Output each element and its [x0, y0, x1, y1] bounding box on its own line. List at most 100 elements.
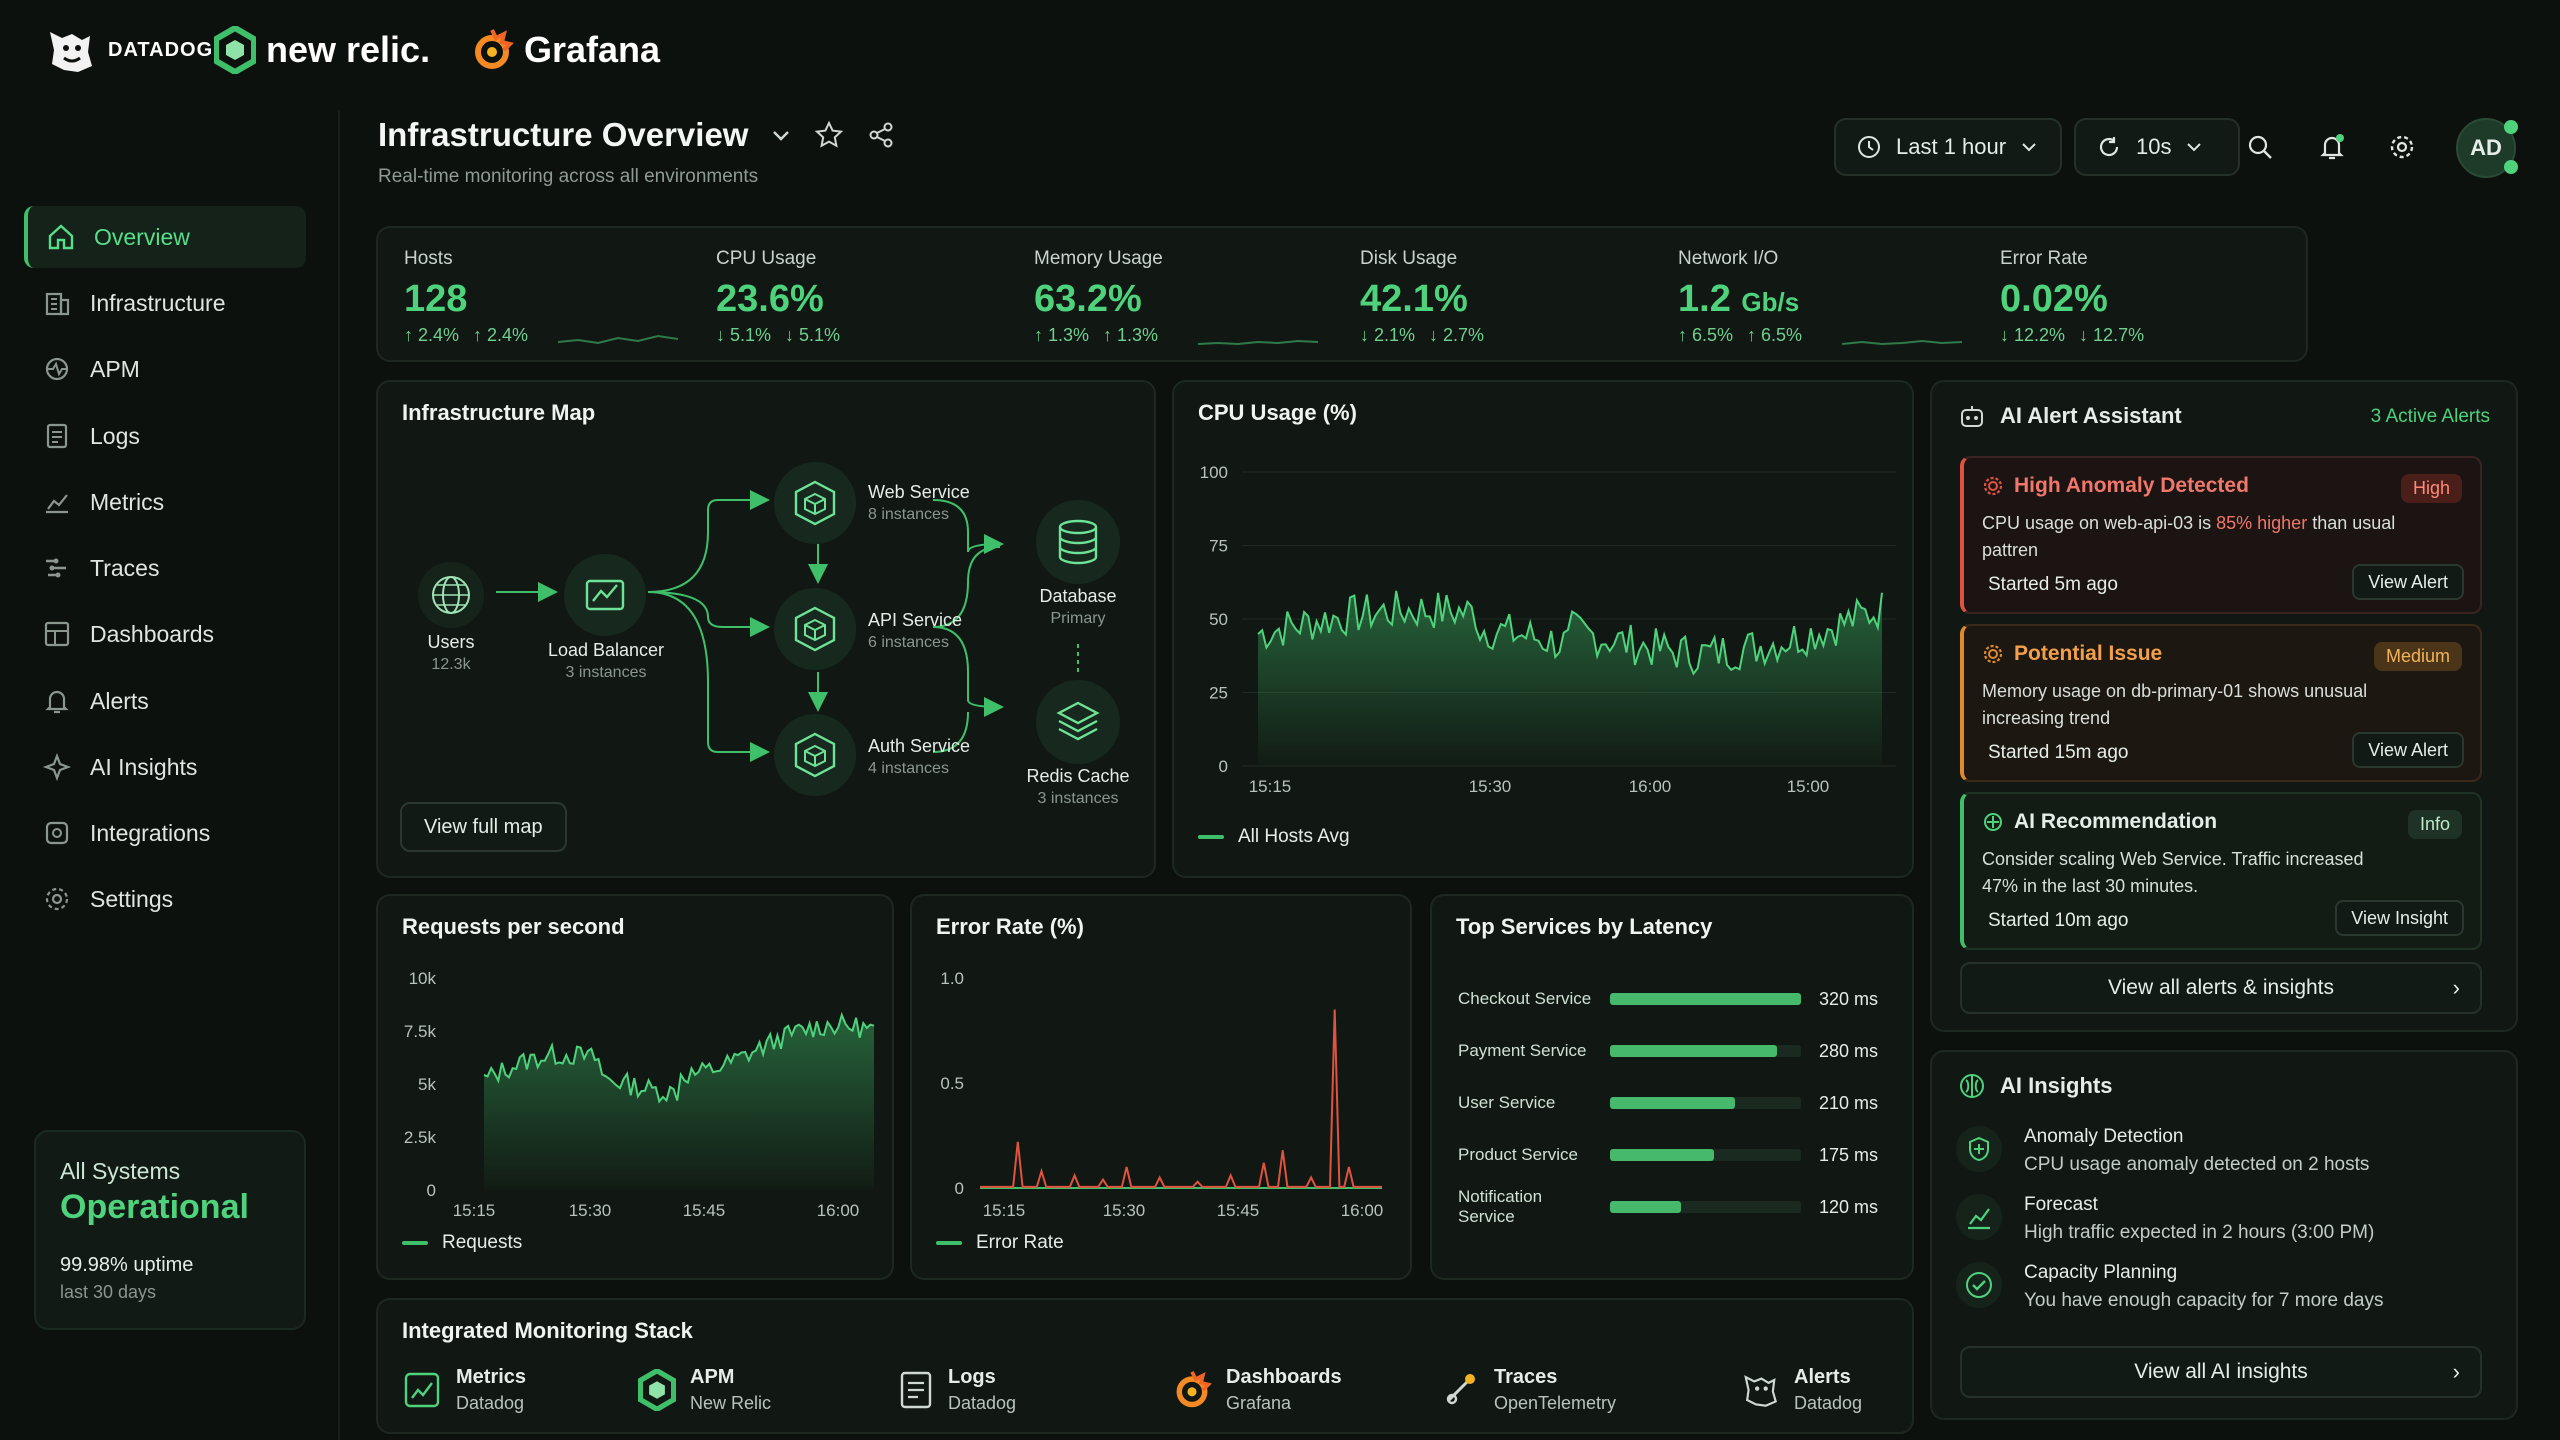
- view-full-map-button[interactable]: View full map: [400, 802, 567, 852]
- sidebar-item-traces[interactable]: Traces: [24, 537, 306, 599]
- sidebar-item-integrations[interactable]: Integrations: [24, 802, 306, 864]
- insight-title: Capacity Planning: [2024, 1262, 2178, 1283]
- sidebar-item-settings[interactable]: Settings: [24, 868, 306, 930]
- y-tick-label: 7.5k: [404, 1022, 437, 1041]
- service-name: Product Service: [1458, 1145, 1578, 1164]
- sidebar-item-metrics[interactable]: Metrics: [24, 471, 306, 533]
- database-node[interactable]: [1036, 500, 1120, 584]
- settings-button[interactable]: [2380, 125, 2424, 169]
- alert-card-info[interactable]: AI Recommendation Info Consider scaling …: [1960, 792, 2482, 950]
- stack-item-dashboards[interactable]: Dashboards Grafana: [1172, 1366, 1342, 1414]
- insight-title: Forecast: [2024, 1194, 2098, 1215]
- stack-item-apm[interactable]: APM New Relic: [638, 1366, 771, 1414]
- database-role: Primary: [1050, 610, 1106, 627]
- latency-bar-track: [1609, 993, 1801, 1005]
- metrics-icon: [46, 494, 68, 514]
- requests-legend: Requests: [402, 1232, 522, 1254]
- logs-icon: [46, 423, 68, 449]
- sidebar-item-label: Metrics: [90, 488, 165, 515]
- alert-card-high[interactable]: High Anomaly Detected High CPU usage on …: [1960, 456, 2482, 614]
- view-insight-button[interactable]: View Insight: [2335, 900, 2464, 936]
- view-alert-button[interactable]: View Alert: [2352, 732, 2464, 768]
- search-button[interactable]: [2238, 125, 2282, 169]
- sidebar-item-infrastructure[interactable]: Infrastructure: [24, 272, 306, 334]
- metric-delta: ↑ 6.5%: [1747, 325, 1803, 345]
- metric-deltas: ↑ 1.3% ↑ 1.3%: [1034, 325, 1172, 346]
- insight-capacity[interactable]: Capacity Planning You have enough capacit…: [1956, 1262, 2383, 1312]
- alert-card-medium[interactable]: Potential Issue Medium Memory usage on d…: [1960, 624, 2482, 782]
- web-service-node[interactable]: [774, 462, 856, 544]
- metric-value-wrap: 1.2 Gb/s: [1678, 278, 1816, 321]
- stack-name: Dashboards: [1226, 1366, 1342, 1388]
- cube-icon: [794, 732, 836, 778]
- refresh-interval-select[interactable]: 10s: [2074, 118, 2240, 176]
- insight-anomaly[interactable]: Anomaly Detection CPU usage anomaly detec…: [1956, 1126, 2369, 1176]
- metric-error-rate: Error Rate 0.02% ↓ 12.2% ↓ 12.7%: [2000, 248, 2158, 346]
- datadog-logo: DATADOG: [42, 22, 213, 78]
- chevron-down-icon[interactable]: [770, 124, 792, 146]
- insights-title: AI Insights: [2000, 1073, 2113, 1098]
- memory-sparkline: [1198, 339, 1318, 346]
- time-range-select[interactable]: Last 1 hour: [1834, 118, 2062, 176]
- latency-bar: [1609, 1045, 1778, 1057]
- latency-row[interactable]: Payment Service 280 ms: [1458, 1036, 1878, 1066]
- insight-desc: CPU usage anomaly detected on 2 hosts: [2024, 1154, 2370, 1175]
- star-icon[interactable]: [814, 120, 844, 150]
- sidebar-item-overview[interactable]: Overview: [24, 206, 306, 268]
- load-balancer-node[interactable]: [564, 554, 646, 636]
- latency-bar-track: [1609, 1149, 1801, 1161]
- chevron-down-icon: [2187, 143, 2202, 152]
- alert-title-row: High Anomaly Detected: [1982, 474, 2462, 498]
- web-service-instances: 8 instances: [868, 506, 949, 523]
- stack-provider: Datadog: [1794, 1393, 1863, 1413]
- sidebar-item-logs[interactable]: Logs: [24, 405, 306, 467]
- metric-delta: ↑ 1.3%: [1103, 325, 1159, 345]
- latency-bar: [1609, 993, 1801, 1005]
- load-balancer-icon: [585, 579, 625, 611]
- sidebar-item-apm[interactable]: APM: [24, 338, 306, 400]
- alerts-title: AI Alert Assistant: [2000, 403, 2182, 428]
- error-rate-chart: 1.0 0.5 0 15:15 15:30 15:45 16:00: [940, 969, 1383, 1220]
- monitoring-stack-panel: Integrated Monitoring Stack Metrics Datad…: [376, 1298, 1914, 1434]
- latency-row[interactable]: Checkout Service 320 ms: [1458, 984, 1878, 1014]
- panel-title: Top Services by Latency: [1456, 914, 1713, 939]
- view-all-insights-button[interactable]: View all AI insights ›: [1960, 1346, 2482, 1398]
- status-line1: All Systems: [60, 1158, 181, 1184]
- cpu-usage-panel: CPU Usage (%) 100 75 50 25 0 15:15 15:30 16:00…: [1172, 380, 1914, 878]
- stack-item-traces[interactable]: Traces OpenTelemetry: [1442, 1366, 1616, 1414]
- latency-row[interactable]: Notification Service 120 ms: [1458, 1187, 1878, 1226]
- legend-label: All Hosts Avg: [1238, 826, 1350, 847]
- stack-item-logs[interactable]: Logs Datadog: [898, 1366, 1016, 1414]
- requests-panel: Requests per second 10k 7.5k 5k 2.5k 0 15:15…: [376, 894, 894, 1280]
- x-tick-label: 15:15: [1249, 777, 1292, 796]
- metric-memory: Memory Usage 63.2% ↑ 1.3% ↑ 1.3%: [1034, 248, 1172, 346]
- x-tick-label: 15:30: [569, 1201, 612, 1220]
- latency-row[interactable]: User Service 210 ms: [1458, 1088, 1878, 1118]
- api-service-node[interactable]: [774, 588, 856, 670]
- auth-service-node[interactable]: [774, 714, 856, 796]
- view-alert-button[interactable]: View Alert: [2352, 564, 2464, 600]
- metric-value-wrap: 63.2%: [1034, 278, 1172, 321]
- sidebar-item-alerts[interactable]: Alerts: [24, 670, 306, 732]
- y-tick-label: 5k: [418, 1075, 436, 1094]
- share-icon[interactable]: [866, 120, 896, 150]
- ai-alert-assistant-panel: AI Alert Assistant 3 Active Alerts High …: [1930, 380, 2518, 1032]
- latency-value: 210 ms: [1818, 1092, 1878, 1113]
- sidebar-item-ai-insights[interactable]: AI Insights: [24, 736, 306, 798]
- insight-forecast[interactable]: Forecast High traffic expected in 2 hours…: [1956, 1194, 2374, 1244]
- latency-row[interactable]: Product Service 175 ms: [1458, 1140, 1878, 1170]
- service-name: User Service: [1458, 1093, 1556, 1112]
- users-node[interactable]: [418, 562, 484, 628]
- notifications-button[interactable]: [2310, 125, 2354, 169]
- globe-icon: [432, 576, 470, 614]
- view-all-alerts-button[interactable]: View all alerts & insights ›: [1960, 962, 2482, 1014]
- stack-name: Alerts: [1794, 1366, 1851, 1388]
- metric-hosts: Hosts 128 ↑ 2.4% ↑ 2.4%: [404, 248, 542, 346]
- sidebar-item-dashboards[interactable]: Dashboards: [24, 603, 306, 665]
- x-tick-label: 15:30: [1469, 777, 1512, 796]
- stack-item-alerts[interactable]: Alerts Datadog: [1740, 1366, 1862, 1414]
- redis-cache-node[interactable]: [1036, 680, 1120, 764]
- metric-deltas: ↓ 12.2% ↓ 12.7%: [2000, 325, 2158, 346]
- latency-panel: Top Services by Latency Checkout Service…: [1430, 894, 1914, 1280]
- stack-item-metrics[interactable]: Metrics Datadog: [402, 1366, 526, 1414]
